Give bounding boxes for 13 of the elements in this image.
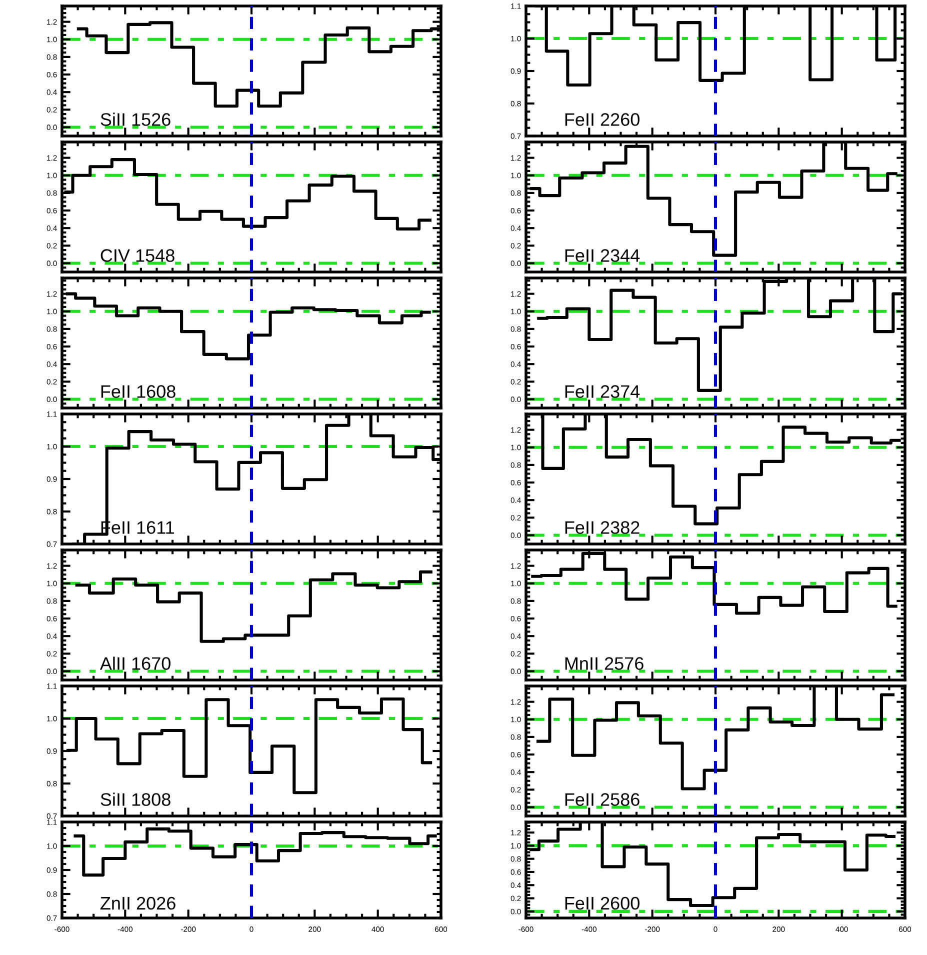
annotation: FeII 2382: [565, 521, 640, 534]
annotation: FeII 1608: [101, 385, 176, 398]
annotation: SiII 1526: [100, 112, 170, 126]
annotation: ZnII 2026: [100, 896, 176, 910]
annotation: FeII 2374: [565, 385, 640, 398]
annotation: FeII 2260: [565, 113, 640, 126]
annotation: FeII 2344: [565, 249, 640, 262]
annotation: CIV 1548: [100, 249, 174, 262]
annotation: AlII 1670: [100, 656, 170, 670]
annotation: SiII 1808: [100, 792, 170, 806]
annotation: FeII 2600: [565, 896, 640, 910]
annotation: MnII 2576: [565, 657, 644, 670]
annotation: FeII 2586: [565, 793, 640, 806]
